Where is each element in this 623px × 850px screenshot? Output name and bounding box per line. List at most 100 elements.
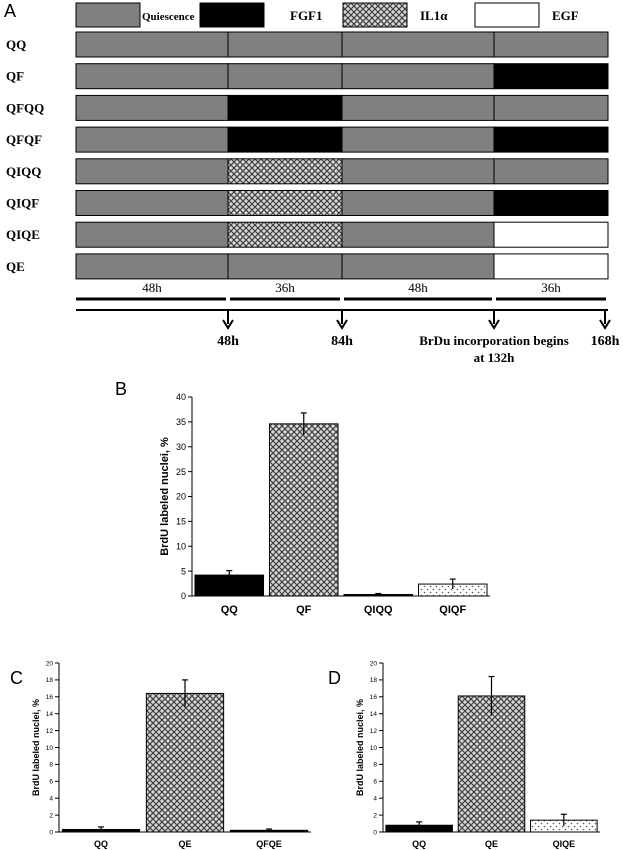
y-tick-label: 0 [373, 829, 377, 836]
y-tick-label: 6 [373, 779, 377, 786]
phase-segment-egf [493, 253, 609, 280]
phase-segment-fgf1 [493, 63, 609, 90]
category-label: QQ [412, 839, 426, 849]
duration-label: 48h [408, 280, 428, 295]
legend-label-egf: EGF [552, 8, 579, 23]
phase-segment-fgf1 [227, 94, 343, 121]
phase-segment-quiescence [341, 253, 495, 280]
y-tick-label: 18 [46, 677, 54, 684]
y-tick-label: 16 [370, 694, 378, 701]
legend-label-fgf1: FGF1 [290, 8, 323, 23]
timeline-row: QIQE [6, 221, 609, 248]
phase-segment-quiescence [75, 31, 229, 58]
category-label: QQ [221, 604, 239, 616]
phase-segment-quiescence [227, 63, 343, 90]
y-tick-label: 15 [176, 517, 186, 527]
brdu-note-time: at 132h [474, 350, 516, 365]
arrow-168h-head [599, 319, 611, 330]
y-axis-label: BrdU labeled nuclei, % [355, 699, 365, 796]
y-tick-label: 4 [49, 795, 53, 802]
phase-segment-quiescence [341, 94, 495, 121]
phase-segment-quiescence [75, 221, 229, 248]
duration-label: 36h [541, 280, 561, 295]
y-tick-label: 10 [176, 541, 186, 551]
phase-segment-fgf1 [493, 126, 609, 153]
timeline-rows: QQ QF QFQQ QFQF QIQQ QIQF QIQE QE [6, 31, 609, 280]
bar-qe [457, 695, 526, 833]
panel-label-a: A [4, 1, 16, 21]
arrow-132h-head [488, 319, 500, 330]
row-label: QFQF [6, 132, 42, 147]
phase-segment-il1a [227, 158, 343, 185]
phase-segment-quiescence [227, 31, 343, 58]
phase-segment-quiescence [493, 31, 609, 58]
timeline-row: QF [6, 63, 609, 90]
category-label: QF [296, 604, 312, 616]
panel-label-d: D [328, 668, 341, 688]
y-tick-label: 20 [176, 492, 186, 502]
phase-segment-quiescence [493, 94, 609, 121]
row-label: QIQF [6, 196, 39, 211]
y-tick-label: 6 [49, 779, 53, 786]
time-marker-label: 48h [217, 334, 239, 349]
y-tick-label: 18 [370, 677, 378, 684]
phase-segment-quiescence [341, 221, 495, 248]
row-label: QIQE [6, 227, 40, 242]
y-tick-label: 5 [181, 566, 186, 576]
chart-c: 0 2 4 6 8 10 12 14 16 18 20 BrdU labeled nuclei, % Q… [31, 660, 311, 849]
phase-segment-il1a [227, 190, 343, 216]
y-tick-label: 40 [176, 392, 186, 402]
category-label: QE [178, 839, 191, 849]
panel-label-c: C [10, 668, 23, 688]
y-tick-label: 14 [46, 711, 54, 718]
bar-qf [268, 423, 339, 597]
timeline-axis: 48h 36h 48h 36h 48h 84h 168h BrDu incorporation… [76, 280, 620, 365]
phase-segment-quiescence [341, 63, 495, 90]
y-tick-label: 16 [46, 694, 54, 701]
row-label: QQ [6, 37, 26, 52]
time-marker-label: 84h [331, 334, 353, 349]
legend: Quiescence FGF1 IL1α EGF [75, 2, 579, 28]
y-tick-label: 20 [46, 660, 54, 667]
y-tick-label: 8 [373, 762, 377, 769]
phase-segment-quiescence [493, 158, 609, 185]
y-tick-label: 10 [370, 745, 378, 752]
phase-segment-quiescence [341, 158, 495, 185]
y-tick-label: 20 [370, 660, 378, 667]
duration-label: 48h [142, 280, 162, 295]
category-label: QQ [94, 839, 108, 849]
category-label: QFQE [256, 839, 282, 849]
y-tick-label: 4 [373, 795, 377, 802]
y-tick-label: 8 [49, 762, 53, 769]
bar-qe [145, 692, 225, 833]
y-tick-label: 14 [370, 711, 378, 718]
legend-label-il1a: IL1α [420, 8, 448, 23]
y-tick-label: 25 [176, 467, 186, 477]
chart-d: 0 2 4 6 8 10 12 14 16 18 20 BrdU labeled nuclei, % Q… [355, 660, 600, 849]
row-label: QE [6, 259, 25, 274]
duration-label: 36h [275, 280, 295, 295]
timeline-row: QFQF [6, 126, 609, 153]
phase-segment-quiescence [75, 253, 229, 280]
legend-swatch-il1a [342, 2, 408, 28]
arrow-48h-head [222, 319, 234, 330]
y-tick-label: 12 [46, 728, 54, 735]
row-label: QFQQ [6, 100, 44, 115]
y-tick-label: 0 [181, 591, 186, 601]
legend-swatch-quiescence [75, 2, 141, 28]
timeline-panel: A Quiescence FGF1 IL1α EGF QQ QF QFQQ QFQF QIQQ… [4, 1, 620, 365]
timeline-row: QIQQ [6, 158, 609, 185]
phase-segment-il1a [227, 221, 343, 248]
legend-label-quiescence: Quiescence [142, 11, 195, 23]
category-label: QIQE [553, 839, 576, 849]
phase-segment-egf [493, 221, 609, 248]
timeline-row: QFQQ [6, 94, 609, 121]
timeline-row: QIQF [6, 190, 609, 216]
phase-segment-quiescence [75, 94, 229, 121]
phase-segment-quiescence [341, 190, 495, 216]
timeline-row: QQ [6, 31, 609, 58]
phase-segment-quiescence [227, 253, 343, 280]
panel-label-b: B [115, 379, 127, 399]
time-marker-label: 168h [591, 334, 620, 349]
